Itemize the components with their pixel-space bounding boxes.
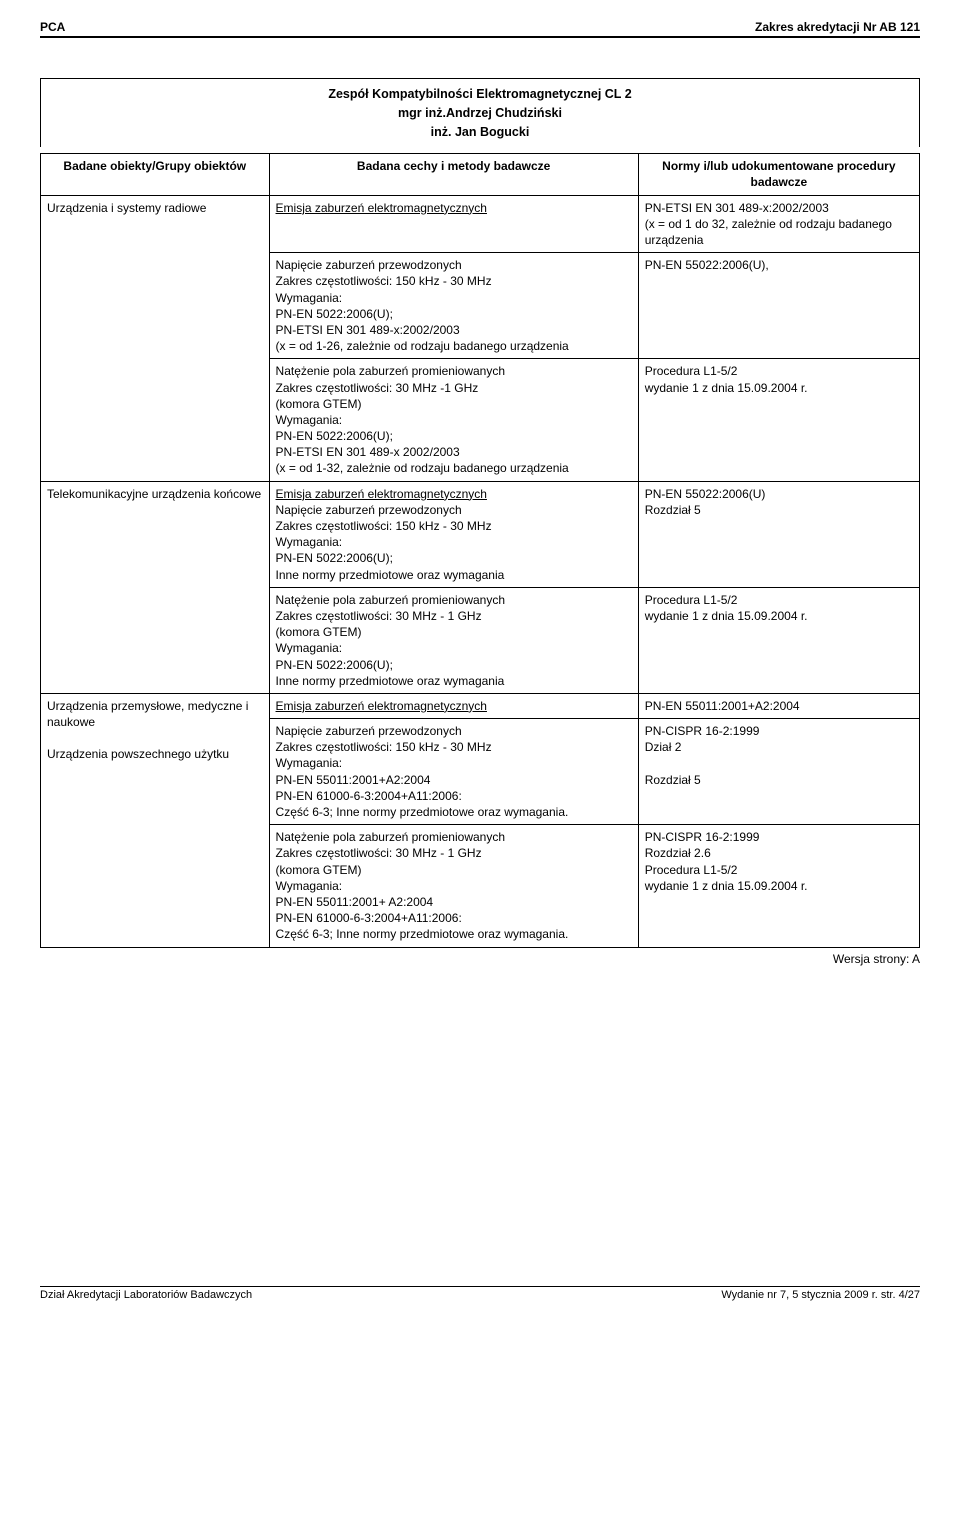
header-right: Zakres akredytacji Nr AB 121 [755, 20, 920, 34]
cell-methods: Emisja zaburzeń elektromagnetycznych [269, 195, 638, 253]
th-methods: Badana cechy i metody badawcze [269, 154, 638, 195]
cell-objects: Urządzenia i systemy radiowe [41, 195, 270, 481]
cell-norms: Procedura L1-5/2wydanie 1 z dnia 15.09.2… [638, 587, 919, 693]
title-line3: inż. Jan Bogucki [41, 123, 919, 142]
emisja-label: Emisja zaburzeń elektromagnetycznych [276, 699, 487, 713]
cell-norms: Procedura L1-5/2wydanie 1 z dnia 15.09.2… [638, 359, 919, 481]
table-row: Telekomunikacyjne urządzenia końcowe Emi… [41, 481, 920, 587]
th-norms: Normy i/lub udokumentowane procedury bad… [638, 154, 919, 195]
table-row: Urządzenia przemysłowe, medyczne i nauko… [41, 693, 920, 718]
header-left: PCA [40, 20, 65, 34]
table-row: Urządzenia i systemy radiowe Emisja zabu… [41, 195, 920, 253]
title-line2: mgr inż.Andrzej Chudziński [41, 104, 919, 123]
cell-norms: PN-ETSI EN 301 489-x:2002/2003(x = od 1 … [638, 195, 919, 253]
cell-norms: PN-CISPR 16-2:1999Rozdział 2.6Procedura … [638, 825, 919, 947]
cell-methods: Napięcie zaburzeń przewodzonychZakres cz… [269, 253, 638, 359]
th-objects: Badane obiekty/Grupy obiektów [41, 154, 270, 195]
title-block: Zespół Kompatybilności Elektromagnetyczn… [40, 78, 920, 147]
cell-objects: Telekomunikacyjne urządzenia końcowe [41, 481, 270, 693]
cell-methods-rest: Napięcie zaburzeń przewodzonychZakres cz… [276, 503, 505, 582]
version-label: Wersja strony: A [40, 952, 920, 966]
cell-norms: PN-EN 55011:2001+A2:2004 [638, 693, 919, 718]
page-header: PCA Zakres akredytacji Nr AB 121 [40, 20, 920, 38]
title-line1: Zespół Kompatybilności Elektromagnetyczn… [41, 85, 919, 104]
table-header-row: Badane obiekty/Grupy obiektów Badana cec… [41, 154, 920, 195]
cell-norms: PN-EN 55022:2006(U), [638, 253, 919, 359]
cell-methods: Emisja zaburzeń elektromagnetycznych Napi… [269, 481, 638, 587]
cell-objects: Urządzenia przemysłowe, medyczne i nauko… [41, 693, 270, 947]
cell-methods: Natężenie pola zaburzeń promieniowanychZ… [269, 825, 638, 947]
cell-methods: Emisja zaburzeń elektromagnetycznych [269, 693, 638, 718]
emisja-label: Emisja zaburzeń elektromagnetycznych [276, 201, 487, 215]
cell-methods: Natężenie pola zaburzeń promieniowanychZ… [269, 587, 638, 693]
cell-methods: Napięcie zaburzeń przewodzonychZakres cz… [269, 719, 638, 825]
cell-norms: PN-EN 55022:2006(U)Rozdział 5 [638, 481, 919, 587]
main-table-wrapper: Zespół Kompatybilności Elektromagnetyczn… [40, 78, 920, 948]
page-footer: Dział Akredytacji Laboratoriów Badawczyc… [40, 1286, 920, 1301]
emisja-label: Emisja zaburzeń elektromagnetycznych [276, 487, 487, 501]
footer-left: Dział Akredytacji Laboratoriów Badawczyc… [40, 1289, 252, 1301]
cell-norms: PN-CISPR 16-2:1999Dział 2Rozdział 5 [638, 719, 919, 825]
footer-right: Wydanie nr 7, 5 stycznia 2009 r. str. 4/… [721, 1289, 920, 1301]
accreditation-table: Badane obiekty/Grupy obiektów Badana cec… [40, 153, 920, 947]
cell-methods: Natężenie pola zaburzeń promieniowanychZ… [269, 359, 638, 481]
